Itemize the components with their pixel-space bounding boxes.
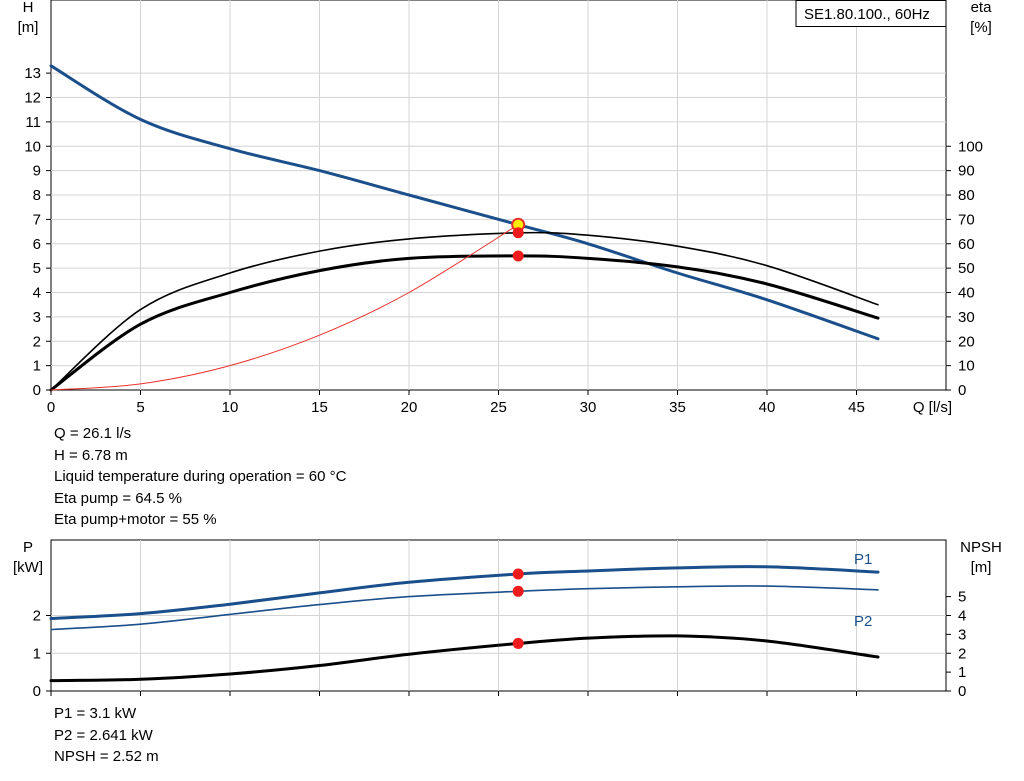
panel0-y-tick-label-left: 5 [33,260,41,277]
panel1-y-tick-label-right: 0 [958,683,966,700]
panel1-series-p2 [50,585,879,631]
panel0-y-tick-label-left: 11 [25,114,41,131]
panel1-series-label-p1: P1 [854,551,872,568]
panel1-y-tick-label-right: 5 [958,589,966,606]
panel0-operating-point-marker [512,227,524,239]
panel1-y-tick-label-left: 2 [33,608,41,625]
power-info: P1 = 3.1 kW P2 = 2.641 kW NPSH = 2.52 m [54,703,159,768]
panel0-x-tick-label: 35 [669,399,686,416]
panel1-series-npsh [49,634,880,683]
info-npsh: NPSH = 2.52 m [54,748,159,765]
panel1-y-tick-label-right: 4 [958,608,966,625]
panel0-y-tick-label-left: 13 [24,65,41,82]
info-liquid-temperature: Liquid temperature during operation = 60… [54,468,347,485]
panel0-y-tick-label-right: 10 [958,358,975,375]
panel0-y-tick-label-right: 0 [958,382,966,399]
panel0-y-tick-label-left: 9 [33,163,41,180]
panel1-y-tick-label-left: 0 [33,683,41,700]
panel0-y-tick-label-left: 10 [24,138,41,155]
panel0-series-eta-pump [50,231,879,391]
panel0-x-tick-label: 20 [401,399,418,416]
panel0-y-tick-label-left: 0 [33,382,41,399]
panel1-y-tick-label-right: 2 [958,645,966,662]
panel0-y-tick-label-left: 8 [33,187,41,204]
panel0-y-tick-label-left: 12 [24,90,41,107]
panel0-x-axis-label: Q [l/s] [913,399,952,416]
panel1-operating-point-marker [512,585,524,597]
panel0-y-tick-label-right: 20 [958,333,975,350]
panel0-y-tick-label-right: 100 [958,138,983,155]
panel1-y-tick-label-right: 3 [958,626,966,643]
panel0-x-tick-label: 10 [222,399,239,416]
panel0-y-tick-label-right: 90 [958,163,975,180]
panel0-x-tick-label: 40 [759,399,776,416]
info-eta-pump: Eta pump = 64.5 % [54,489,182,507]
panel1-y-label-right: NPSH [m] [960,539,1002,576]
info-p1: P1 = 3.1 kW [54,705,137,722]
panel0-series-eta-pump-motor [49,254,880,392]
panel0-y-label-right: eta [%] [970,0,992,36]
panel0-y-tick-label-right: 30 [958,309,975,326]
panel0-y-label-left: H [m] [18,0,39,36]
info-p2: P2 = 2.641 kW [54,726,153,744]
panel0-y-tick-label-right: 40 [958,285,975,302]
panel0-y-tick-label-left: 4 [33,285,41,302]
panel0-y-tick-label-right: 60 [958,236,975,253]
panel0-x-tick-label: 45 [848,399,865,416]
panel1-series-p1 [49,565,880,620]
panel0-y-tick-label-left: 1 [33,358,41,375]
panel0-y-tick-label-left: 2 [33,333,41,350]
panel0-y-tick-label-left: 7 [33,211,41,228]
panel0-operating-point-marker [512,250,524,262]
panel1-y-tick-label-left: 1 [33,645,41,662]
panel0-series-system-curve [50,224,519,391]
panel1-y-label-left: P [kW] [13,539,43,576]
model-label: SE1.80.100., 60Hz [804,6,930,23]
panel0-x-tick-label: 15 [311,399,328,416]
panel0-y-tick-label-right: 70 [958,211,975,228]
panel1-y-tick-label-right: 1 [958,664,966,681]
panel0-x-tick-label: 30 [580,399,597,416]
panel0-y-tick-label-right: 50 [958,260,975,277]
operating-point-info: Q = 26.1 l/s H = 6.78 m Liquid temperatu… [54,423,346,531]
model-label-box [795,0,947,27]
info-flow: Q = 26.1 l/s [54,425,132,442]
panel0-y-tick-label-left: 3 [33,309,41,326]
panel1-series-label-p2: P2 [854,613,872,630]
panel1-operating-point-marker [512,637,524,649]
panel0-x-tick-label: 0 [47,399,55,416]
panel0-series-h [49,64,880,341]
panel0-x-tick-label: 25 [490,399,507,416]
panel0-x-tick-label: 5 [136,399,144,416]
info-head: H = 6.78 m [54,446,128,464]
panel0-y-tick-label-left: 6 [33,236,41,253]
panel0-y-tick-label-right: 80 [958,187,975,204]
info-eta-pump-motor: Eta pump+motor = 55 % [54,511,217,528]
panel1-operating-point-marker [512,568,524,580]
